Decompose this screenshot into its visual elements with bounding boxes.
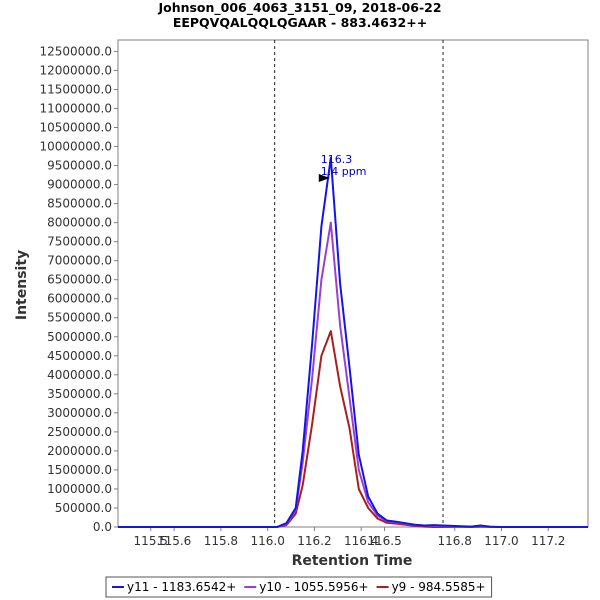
x-tick-label: 115.5 [134,534,168,548]
y-tick-label: 2500000.0 [47,425,112,439]
x-tick-label: 116.0 [250,534,284,548]
y-tick-label: 9000000.0 [47,178,112,192]
series-line [118,156,588,528]
x-tick-label: 115.8 [204,534,238,548]
y-tick-label: 0.0 [93,520,112,534]
y-tick-label: 3000000.0 [47,406,112,420]
annotation-label: 1.4 ppm [321,165,367,178]
legend-box [105,576,493,598]
x-tick-label: 117.0 [484,534,518,548]
annotation-arrow [318,173,330,182]
peak-annotation: 116.31.4 ppm [318,153,367,182]
x-tick-label: 115.6 [157,534,191,548]
legend: y11 - 1183.6542+ y10 - 1055.5956+ y9 - 984… [105,576,493,598]
y-tick-label: 2000000.0 [47,444,112,458]
y-tick-label: 12000000.0 [39,63,112,77]
y-tick-label: 8000000.0 [47,216,112,230]
series-lines [118,156,588,528]
x-tick-label: 116.5 [367,534,401,548]
y-tick-label: 11500000.0 [39,82,112,96]
y-tick-label: 5500000.0 [47,311,112,325]
y-tick-label: 7500000.0 [47,235,112,249]
y-axis: 0.0 500000.0 1000000.0 1500000.0 2000000.0 25… [39,44,118,534]
y-tick-label: 6500000.0 [47,273,112,287]
annotation-label: 116.3 [321,153,353,166]
x-axis-label: Retention Time [292,553,413,569]
y-tick-label: 4500000.0 [47,349,112,363]
chart-subtitle: EEPQVQALQQLQGAAR - 883.4632++ [173,15,427,30]
y-tick-label: 1500000.0 [47,463,112,477]
x-tick-label: 116.4 [344,534,378,548]
y-tick-label: 6000000.0 [47,292,112,306]
x-tick-label: 116.2 [297,534,331,548]
y-tick-label: 10000000.0 [39,140,112,154]
y-tick-label: 9500000.0 [47,159,112,173]
y-tick-label: 1000000.0 [47,482,112,496]
y-tick-label: 3500000.0 [47,387,112,401]
y-tick-label: 11000000.0 [39,101,112,115]
y-tick-label: 4000000.0 [47,368,112,382]
y-tick-label: 10500000.0 [39,121,112,135]
x-tick-label: 116.8 [438,534,472,548]
legend-label: y11 - 1183.6542+ [127,580,236,594]
legend-label: y10 - 1055.5956+ [259,580,368,594]
y-axis-label: Intensity [14,250,30,320]
y-tick-label: 5000000.0 [47,330,112,344]
x-tick-label: 117.2 [531,534,565,548]
legend-label: y9 - 984.5585+ [392,580,486,594]
chart-title: Johnson_006_4063_3151_09, 2018-06-22 [157,0,441,16]
y-tick-label: 12500000.0 [39,44,112,58]
y-tick-label: 7000000.0 [47,254,112,268]
y-tick-label: 8500000.0 [47,197,112,211]
y-tick-label: 500000.0 [55,501,112,515]
